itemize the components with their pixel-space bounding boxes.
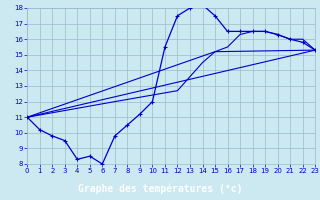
Text: Graphe des températures (°c): Graphe des températures (°c) [78,183,242,194]
